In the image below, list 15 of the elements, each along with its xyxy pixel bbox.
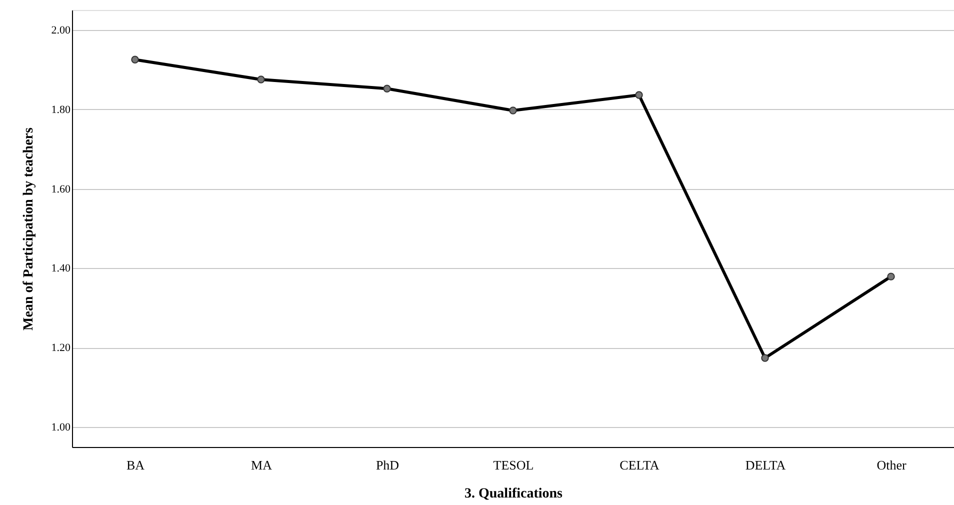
x-tick-label: TESOL xyxy=(493,458,534,472)
y-tick-label: 1.20 xyxy=(51,342,71,354)
y-tick-label: 1.80 xyxy=(51,104,71,116)
x-tick-label: MA xyxy=(251,458,273,472)
x-tick-label: BA xyxy=(126,458,146,472)
x-axis-title: 3. Qualifications xyxy=(464,486,564,502)
y-tick-label: 1.40 xyxy=(51,262,71,275)
x-tick-label: PhD xyxy=(376,458,400,472)
y-tick-label: 1.00 xyxy=(51,422,71,434)
y-axis-title: Mean of Participation by teachers xyxy=(21,126,36,330)
x-tick-label: Other xyxy=(876,458,907,472)
y-tick-label: 2.00 xyxy=(51,24,71,36)
y-tick-label: 1.60 xyxy=(51,183,71,196)
x-tick-label: DELTA xyxy=(745,458,786,472)
x-tick-label: CELTA xyxy=(620,458,660,472)
